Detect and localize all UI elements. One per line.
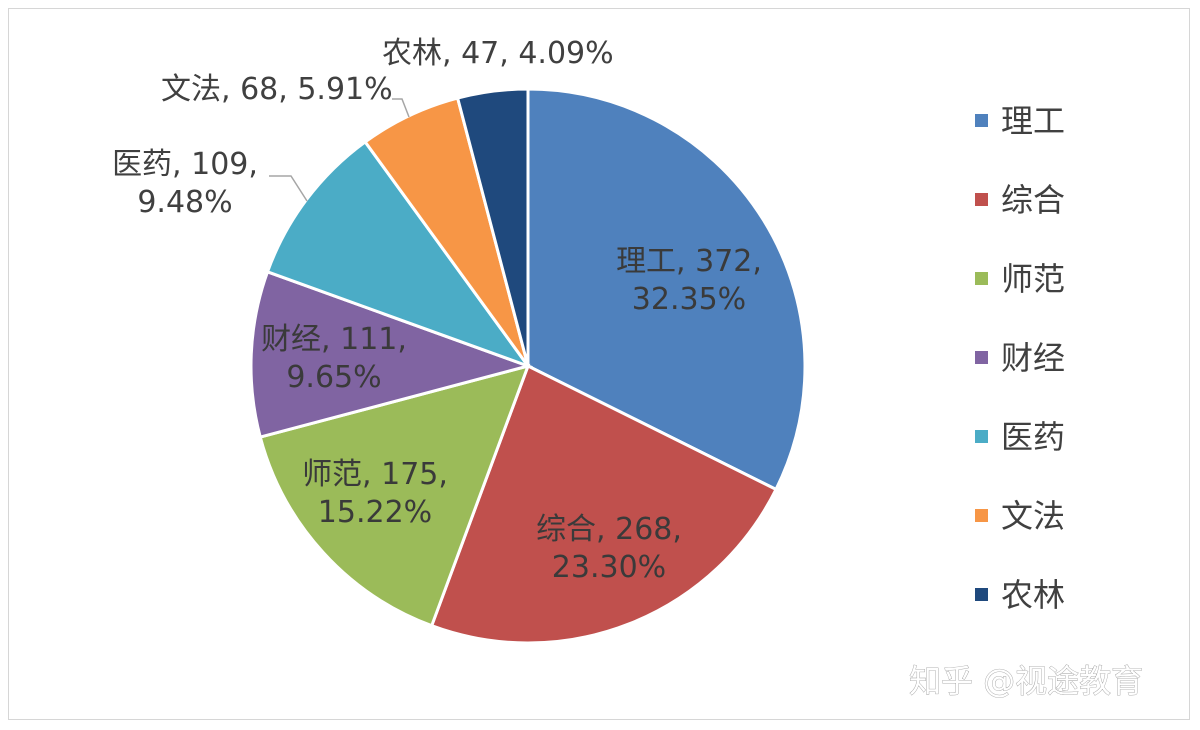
data-label-3: 师范, 175, 15.22% [302, 457, 448, 530]
pie-slice-4 [249, 269, 534, 439]
watermark: 知乎 @视途教育 [909, 662, 1143, 700]
leader-line-5 [269, 175, 308, 202]
data-label-2: 综合, 268, 23.30% [536, 512, 682, 585]
pie-slice-1 [526, 87, 807, 492]
data-label-1: 理工, 372, 32.35% [616, 244, 762, 317]
pie-slice-7 [455, 87, 530, 367]
legend-label-3: 师范 [1001, 260, 1065, 298]
pie-chart: 理工, 372, 32.35% 综合, 268, 23.30% 师范, 175, 15.2… [112, 36, 1144, 700]
chart-frame: 理工, 372, 32.35% 综合, 268, 23.30% 师范, 175, 15.2… [8, 8, 1190, 720]
legend-swatch-5 [975, 430, 988, 443]
legend-label-1: 理工 [1001, 102, 1065, 140]
legend-label-2: 综合 [1001, 181, 1065, 219]
legend-label-6: 文法 [1001, 497, 1065, 535]
legend-label-5: 医药 [1001, 418, 1065, 456]
data-label-5: 医药, 109, 9.48% [112, 147, 258, 220]
data-label-4: 财经, 111, 9.65% [261, 322, 407, 395]
legend-swatch-7 [975, 588, 988, 601]
legend-swatch-6 [975, 509, 988, 522]
legend-swatch-4 [975, 351, 988, 364]
legend-label-4: 财经 [1001, 339, 1065, 377]
legend-swatch-2 [975, 193, 988, 206]
data-label-7: 农林, 47, 4.09% [382, 36, 614, 71]
data-label-6: 文法, 68, 5.91% [161, 72, 393, 107]
legend-label-7: 农林 [1001, 576, 1065, 614]
legend-swatch-3 [975, 272, 988, 285]
pie-slice-2 [429, 363, 779, 645]
legend-swatch-1 [975, 114, 988, 127]
pie-slice-3 [258, 363, 531, 628]
leader-line-6 [392, 98, 410, 118]
